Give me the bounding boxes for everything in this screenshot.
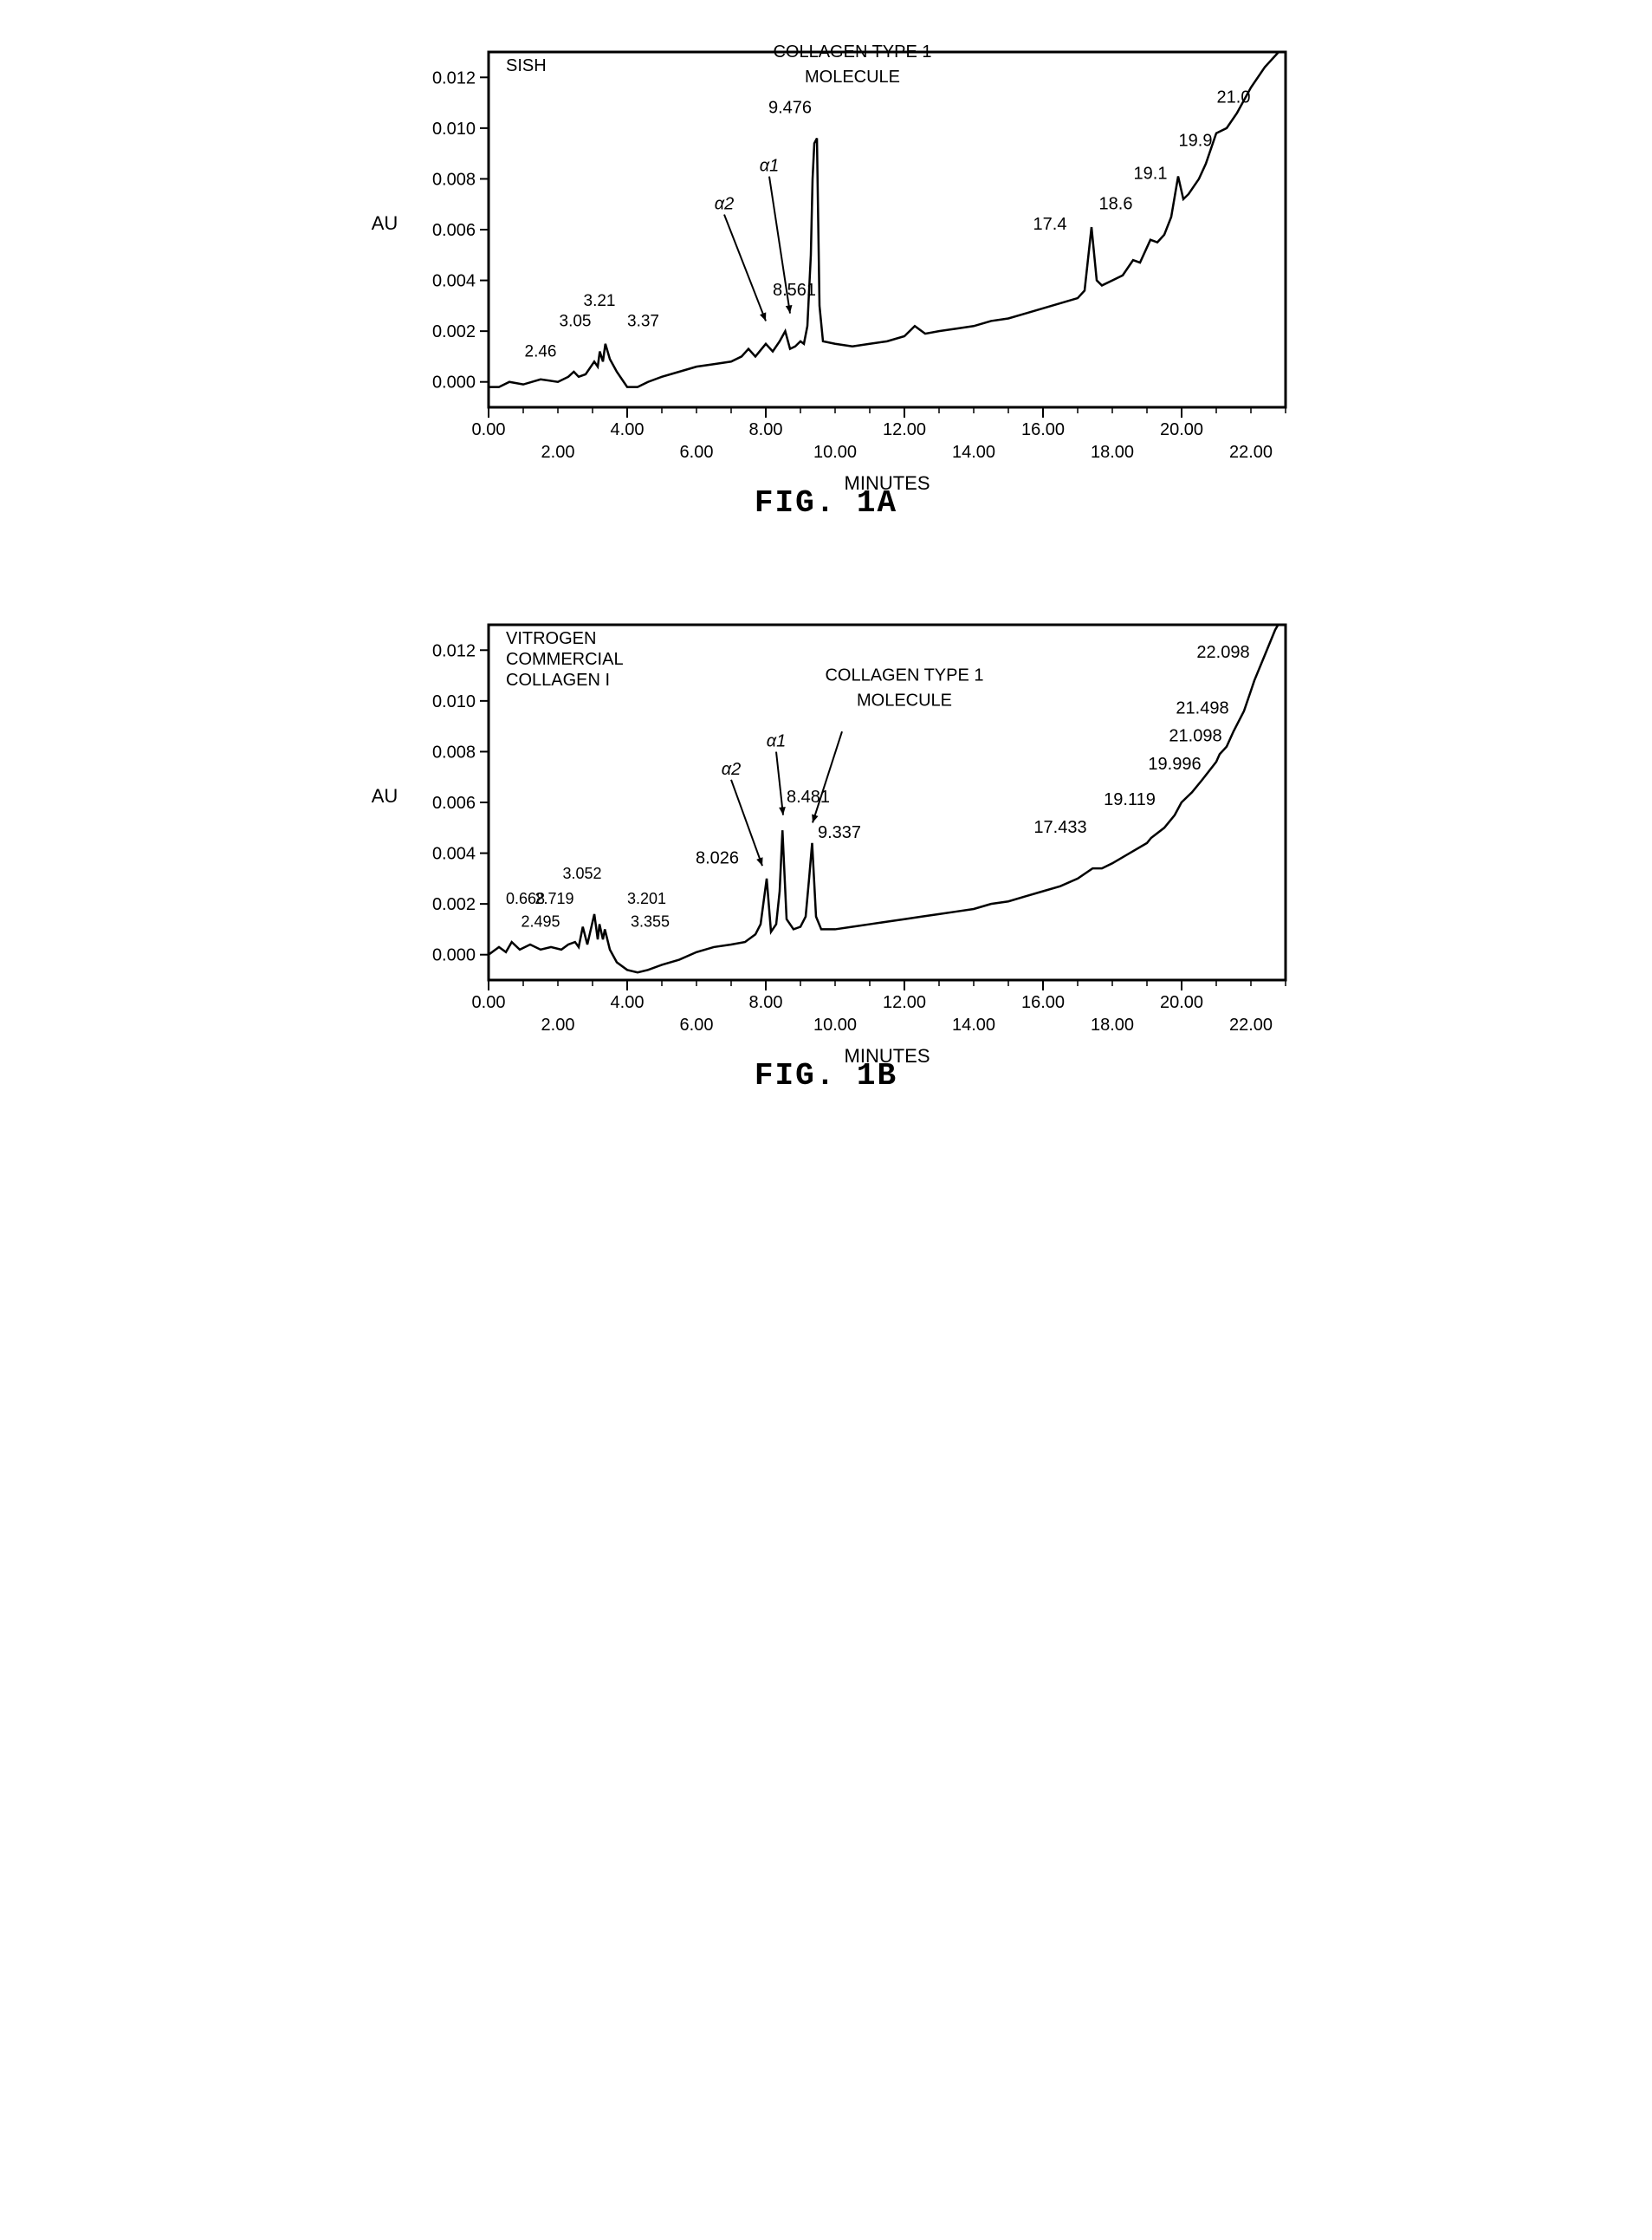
svg-text:19.9: 19.9	[1178, 131, 1212, 150]
svg-text:19.119: 19.119	[1104, 790, 1156, 809]
svg-text:0.004: 0.004	[431, 845, 475, 864]
svg-text:α1: α1	[766, 732, 786, 751]
svg-text:4.00: 4.00	[610, 420, 644, 439]
svg-text:14.00: 14.00	[951, 443, 994, 462]
svg-text:22.00: 22.00	[1228, 1016, 1272, 1035]
svg-text:16.00: 16.00	[1020, 993, 1064, 1012]
svg-text:3.201: 3.201	[627, 890, 666, 907]
svg-text:21.498: 21.498	[1176, 699, 1228, 718]
svg-text:20.00: 20.00	[1159, 420, 1202, 439]
svg-text:MOLECULE: MOLECULE	[856, 691, 951, 711]
svg-text:AU: AU	[371, 212, 398, 234]
svg-text:α1: α1	[759, 157, 779, 176]
svg-text:0.00: 0.00	[471, 993, 505, 1012]
svg-text:0.010: 0.010	[431, 692, 475, 711]
svg-text:0.010: 0.010	[431, 120, 475, 139]
svg-text:0.00: 0.00	[471, 420, 505, 439]
svg-text:0.002: 0.002	[431, 322, 475, 341]
chart-1a: 0.000 0.002 0.004 0.006 0.008 0.010 0.012 0.00 4…	[350, 35, 1303, 468]
svg-text:8.481: 8.481	[787, 788, 830, 807]
svg-text:12.00: 12.00	[882, 420, 925, 439]
svg-text:9.337: 9.337	[818, 823, 861, 842]
svg-text:3.37: 3.37	[627, 312, 659, 330]
svg-text:0.000: 0.000	[431, 946, 475, 965]
svg-text:MOLECULE: MOLECULE	[804, 68, 899, 87]
svg-text:8.026: 8.026	[695, 848, 738, 867]
svg-text:16.00: 16.00	[1020, 420, 1064, 439]
chromatogram-svg-1b: 0.000 0.002 0.004 0.006 0.008 0.010 0.012 0.00 4…	[350, 607, 1303, 1093]
svg-text:2.00: 2.00	[541, 1016, 574, 1035]
svg-text:3.21: 3.21	[583, 292, 615, 310]
svg-text:22.00: 22.00	[1228, 443, 1272, 462]
svg-text:2.46: 2.46	[524, 342, 556, 360]
svg-text:21.098: 21.098	[1169, 727, 1221, 746]
svg-text:0.006: 0.006	[431, 221, 475, 240]
svg-text:0.012: 0.012	[431, 641, 475, 660]
chromatogram-svg-1a: 0.000 0.002 0.004 0.006 0.008 0.010 0.012 0.00 4…	[350, 35, 1303, 520]
svg-text:8.00: 8.00	[748, 993, 782, 1012]
svg-text:AU: AU	[371, 785, 398, 807]
svg-text:20.00: 20.00	[1159, 993, 1202, 1012]
svg-text:19.996: 19.996	[1148, 755, 1201, 774]
svg-text:0.012: 0.012	[431, 68, 475, 88]
svg-text:10.00: 10.00	[813, 1016, 856, 1035]
svg-text:MINUTES: MINUTES	[844, 472, 930, 494]
svg-text:2.00: 2.00	[541, 443, 574, 462]
figure-1b: 0.000 0.002 0.004 0.006 0.008 0.010 0.012 0.00 4…	[350, 607, 1303, 1094]
svg-text:VITROGEN: VITROGEN	[506, 629, 596, 648]
svg-text:3.355: 3.355	[631, 913, 670, 931]
svg-text:0.008: 0.008	[431, 170, 475, 189]
svg-text:10.00: 10.00	[813, 443, 856, 462]
chart-1b: 0.000 0.002 0.004 0.006 0.008 0.010 0.012 0.00 4…	[350, 607, 1303, 1041]
svg-text:18.00: 18.00	[1090, 443, 1133, 462]
svg-text:COLLAGEN TYPE 1: COLLAGEN TYPE 1	[773, 42, 931, 62]
svg-text:0.002: 0.002	[431, 895, 475, 914]
svg-text:0.006: 0.006	[431, 794, 475, 813]
svg-text:0.004: 0.004	[431, 272, 475, 291]
svg-text:6.00: 6.00	[679, 1016, 713, 1035]
svg-text:8.00: 8.00	[748, 420, 782, 439]
svg-text:6.00: 6.00	[679, 443, 713, 462]
svg-text:12.00: 12.00	[882, 993, 925, 1012]
svg-text:SISH: SISH	[506, 56, 547, 75]
svg-text:14.00: 14.00	[951, 1016, 994, 1035]
svg-text:3.05: 3.05	[559, 312, 591, 330]
svg-text:0.000: 0.000	[431, 373, 475, 393]
svg-text:2.719: 2.719	[534, 890, 573, 907]
svg-text:COLLAGEN I: COLLAGEN I	[506, 671, 610, 690]
svg-text:21.0: 21.0	[1216, 88, 1250, 107]
svg-text:19.1: 19.1	[1133, 164, 1167, 183]
svg-text:2.495: 2.495	[521, 913, 560, 931]
svg-text:COLLAGEN TYPE 1: COLLAGEN TYPE 1	[825, 666, 983, 685]
svg-text:COMMERCIAL: COMMERCIAL	[506, 650, 624, 669]
svg-text:α2: α2	[721, 760, 741, 779]
figure-1a: 0.000 0.002 0.004 0.006 0.008 0.010 0.012 0.00 4…	[350, 35, 1303, 521]
svg-text:17.4: 17.4	[1033, 215, 1066, 234]
svg-text:4.00: 4.00	[610, 993, 644, 1012]
svg-text:18.00: 18.00	[1090, 1016, 1133, 1035]
svg-text:9.476: 9.476	[768, 98, 811, 117]
svg-text:17.433: 17.433	[1033, 818, 1086, 837]
svg-text:18.6: 18.6	[1098, 195, 1132, 214]
svg-text:22.098: 22.098	[1196, 643, 1249, 662]
svg-text:MINUTES: MINUTES	[844, 1045, 930, 1067]
svg-text:3.052: 3.052	[562, 865, 601, 882]
svg-text:α2: α2	[714, 195, 734, 214]
svg-text:0.008: 0.008	[431, 743, 475, 762]
svg-text:8.561: 8.561	[773, 281, 816, 300]
